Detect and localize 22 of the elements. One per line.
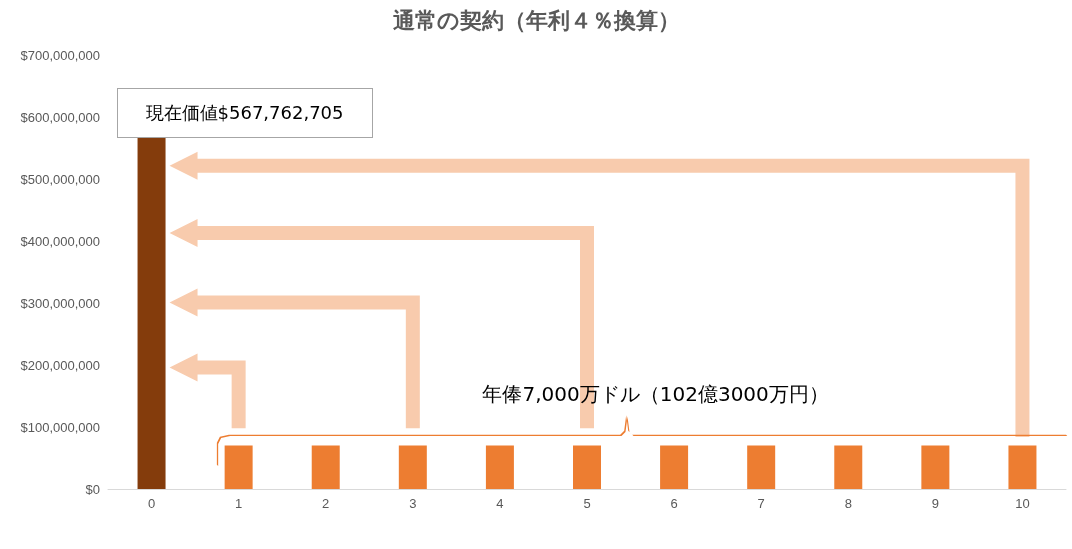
y-tick-label: $100,000,000 bbox=[20, 419, 100, 435]
y-tick-label: $700,000,000 bbox=[20, 47, 100, 63]
x-tick-label: 10 bbox=[1015, 496, 1030, 511]
y-tick-label: $200,000,000 bbox=[20, 357, 100, 373]
x-tick-label: 4 bbox=[496, 496, 504, 511]
x-tick-label: 9 bbox=[931, 496, 939, 511]
chart-title: 通常の契約（年利４％換算） bbox=[391, 7, 680, 33]
y-tick-label: $600,000,000 bbox=[20, 109, 100, 125]
x-tick-label: 0 bbox=[147, 496, 156, 511]
x-tick-label: 2 bbox=[322, 496, 330, 511]
y-tick-label: $300,000,000 bbox=[20, 295, 100, 311]
x-tick-label: 6 bbox=[670, 496, 678, 511]
callout-box: 現在価値$567,762,705 bbox=[116, 87, 373, 138]
x-tick-label: 1 bbox=[235, 496, 243, 511]
y-tick-label: $500,000,000 bbox=[20, 171, 100, 187]
annotation: 年俸7,000万ドル（102億3000万円） bbox=[482, 381, 829, 409]
x-tick-label: 3 bbox=[409, 496, 417, 511]
y-tick-label: $400,000,000 bbox=[20, 233, 100, 249]
x-tick-label: 8 bbox=[844, 496, 852, 511]
y-tick-label: $0 bbox=[85, 481, 100, 497]
x-tick-label: 7 bbox=[757, 496, 765, 511]
x-tick-label: 5 bbox=[583, 496, 591, 511]
